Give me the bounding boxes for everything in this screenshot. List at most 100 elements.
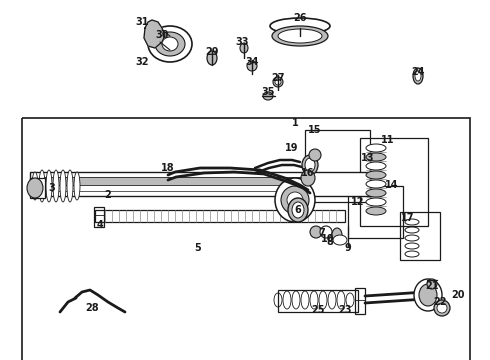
Ellipse shape [366,153,386,161]
Text: 33: 33 [235,37,249,47]
Bar [40,177,310,185]
Ellipse shape [310,226,322,238]
Ellipse shape [32,172,38,200]
Text: 31: 31 [135,17,149,27]
Ellipse shape [274,293,282,307]
Ellipse shape [346,293,354,307]
Bar [278,290,358,312]
Text: 32: 32 [135,57,149,67]
Ellipse shape [405,243,419,249]
Text: 22: 22 [433,297,447,307]
Ellipse shape [39,170,45,202]
Ellipse shape [405,219,419,225]
Ellipse shape [288,198,308,222]
Bar [30,172,370,196]
Ellipse shape [320,226,332,238]
Polygon shape [144,20,165,48]
Ellipse shape [413,68,423,84]
Ellipse shape [162,37,178,51]
Ellipse shape [310,291,318,309]
Ellipse shape [283,291,291,309]
Text: 12: 12 [351,197,365,207]
Text: 1: 1 [292,118,298,128]
Ellipse shape [270,18,330,34]
Text: 27: 27 [271,73,285,83]
Ellipse shape [247,61,257,71]
Text: 29: 29 [205,47,219,57]
Ellipse shape [419,284,437,306]
Ellipse shape [281,186,309,214]
Text: 13: 13 [361,153,375,163]
Text: 18: 18 [161,163,175,173]
Ellipse shape [263,92,273,100]
Ellipse shape [292,202,304,218]
Ellipse shape [301,291,309,309]
Ellipse shape [273,77,283,87]
Ellipse shape [366,162,386,170]
Ellipse shape [275,79,281,85]
Bar [305,130,370,202]
Bar [94,207,104,227]
Bar [355,288,365,314]
Ellipse shape [333,235,347,245]
Ellipse shape [366,207,386,215]
Ellipse shape [67,170,73,202]
Text: 20: 20 [451,290,465,300]
Ellipse shape [305,158,315,172]
Text: 16: 16 [301,168,315,178]
Bar [22,118,470,360]
Text: 9: 9 [344,243,351,253]
Ellipse shape [292,291,300,309]
Bar [360,138,428,226]
Ellipse shape [366,180,386,188]
Ellipse shape [278,29,322,43]
Ellipse shape [287,192,303,208]
Text: 19: 19 [285,143,299,153]
Text: 34: 34 [245,57,259,67]
Text: 3: 3 [49,183,55,193]
Ellipse shape [301,170,315,186]
Text: 7: 7 [318,228,325,238]
Bar [40,185,310,191]
Ellipse shape [60,170,66,202]
Ellipse shape [366,171,386,179]
Ellipse shape [427,279,437,289]
Bar [348,186,403,238]
Ellipse shape [366,189,386,197]
Ellipse shape [434,300,450,316]
Ellipse shape [366,144,386,152]
Text: 21: 21 [425,281,439,291]
Ellipse shape [332,228,342,242]
Text: 23: 23 [338,305,352,315]
Ellipse shape [437,303,447,313]
Ellipse shape [53,170,59,202]
Ellipse shape [405,251,419,257]
Text: 26: 26 [293,13,307,23]
Ellipse shape [319,291,327,309]
Text: 6: 6 [294,205,301,215]
Ellipse shape [414,279,442,311]
Text: 8: 8 [326,237,333,247]
Text: 25: 25 [311,305,325,315]
Ellipse shape [240,43,248,53]
Ellipse shape [405,227,419,233]
Text: 2: 2 [105,190,111,200]
Ellipse shape [46,170,52,202]
Bar [95,210,345,222]
Ellipse shape [207,51,217,65]
Bar [400,212,440,260]
Ellipse shape [74,172,80,200]
Text: 14: 14 [385,180,399,190]
Text: 24: 24 [411,67,425,77]
Text: 35: 35 [261,87,275,97]
Ellipse shape [337,291,345,309]
Text: 28: 28 [85,303,99,313]
Ellipse shape [27,178,43,198]
Ellipse shape [415,71,421,81]
Ellipse shape [309,149,321,161]
Ellipse shape [405,235,419,241]
Text: 4: 4 [97,220,103,230]
Text: 5: 5 [195,243,201,253]
Text: 17: 17 [401,213,415,223]
Ellipse shape [328,291,336,309]
